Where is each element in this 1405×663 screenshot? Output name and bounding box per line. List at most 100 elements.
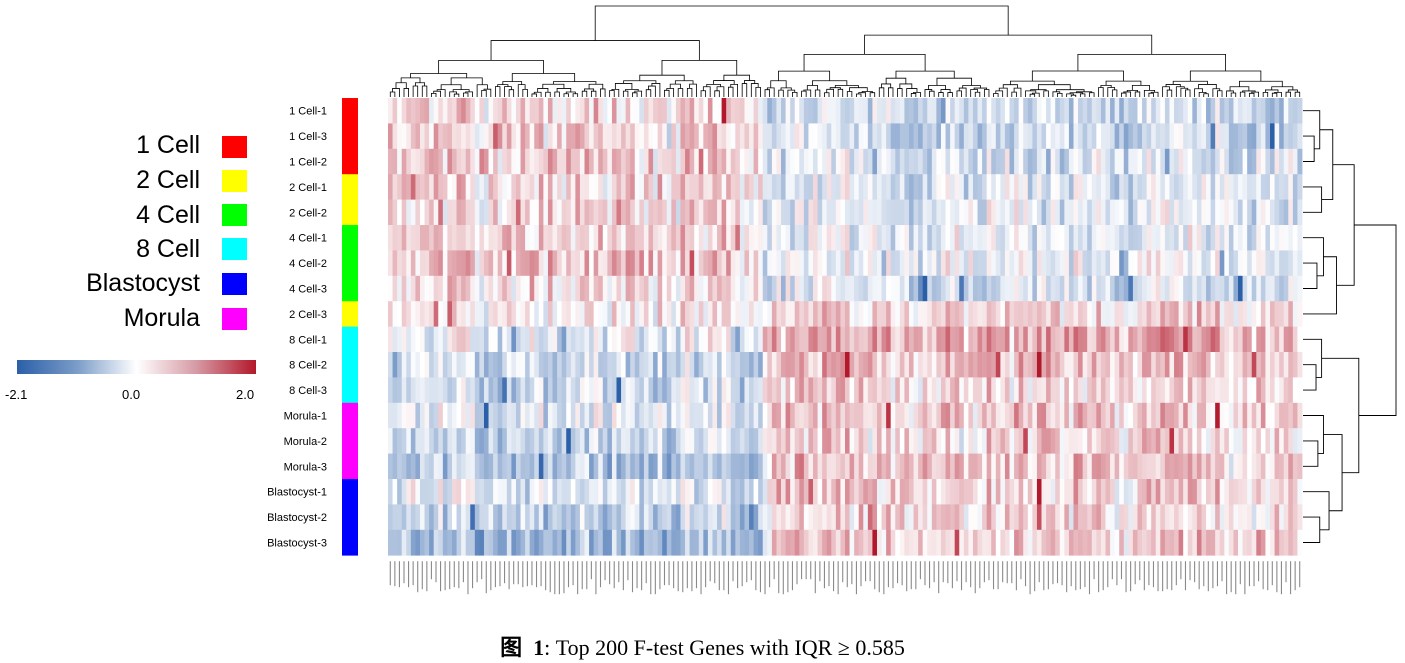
heatmap-cell bbox=[442, 225, 448, 251]
heatmap-cell bbox=[1009, 453, 1015, 480]
heatmap-cell bbox=[876, 174, 882, 200]
heatmap-cell bbox=[876, 199, 882, 226]
heatmap-cell bbox=[913, 98, 919, 124]
heatmap-cell bbox=[579, 377, 585, 404]
heatmap-cell bbox=[648, 504, 654, 531]
row-group-color bbox=[342, 529, 358, 556]
heatmap-cell bbox=[461, 428, 467, 454]
heatmap-cell bbox=[863, 275, 869, 302]
heatmap-cell bbox=[579, 352, 585, 378]
heatmap-cell bbox=[653, 98, 659, 124]
heatmap-cell bbox=[1014, 199, 1020, 226]
heatmap-cell bbox=[1128, 453, 1134, 480]
heatmap-cell bbox=[1009, 275, 1015, 302]
heatmap-cell bbox=[913, 479, 919, 505]
heatmap-cell bbox=[858, 174, 864, 200]
heatmap-cell bbox=[1000, 123, 1006, 150]
heatmap-cell bbox=[406, 529, 412, 556]
heatmap-cell bbox=[1073, 225, 1079, 251]
heatmap-cell bbox=[1279, 479, 1285, 505]
heatmap-cell bbox=[1142, 428, 1148, 454]
heatmap-cell bbox=[1082, 402, 1088, 429]
heatmap-cell bbox=[712, 250, 718, 277]
heatmap-cell bbox=[1283, 479, 1289, 505]
heatmap-cell bbox=[1142, 402, 1148, 429]
heatmap-cell bbox=[429, 301, 435, 327]
heatmap-cell bbox=[547, 377, 553, 404]
heatmap-cell bbox=[483, 225, 489, 251]
heatmap-cell bbox=[593, 402, 599, 429]
heatmap-cell bbox=[520, 174, 526, 200]
heatmap-cell bbox=[479, 148, 485, 175]
heatmap-cell bbox=[1187, 174, 1193, 200]
heatmap-cell bbox=[575, 529, 581, 556]
heatmap-cell bbox=[456, 529, 462, 556]
heatmap-cell bbox=[1160, 326, 1166, 353]
heatmap-cell bbox=[1032, 326, 1038, 353]
legend-label-blastocyst: Blastocyst bbox=[86, 269, 200, 297]
heatmap-cell bbox=[410, 275, 416, 302]
heatmap-cell bbox=[785, 352, 791, 378]
heatmap-cell bbox=[1014, 377, 1020, 404]
heatmap-cell bbox=[867, 479, 873, 505]
heatmap-cell bbox=[1036, 352, 1042, 378]
heatmap-cell bbox=[867, 326, 873, 353]
heatmap-cell bbox=[799, 123, 805, 150]
heatmap-cell bbox=[543, 250, 549, 277]
heatmap-cell bbox=[1009, 148, 1015, 175]
heatmap-cell bbox=[694, 275, 700, 302]
heatmap-cell bbox=[1073, 504, 1079, 531]
heatmap-cell bbox=[840, 326, 846, 353]
heatmap-cell bbox=[447, 250, 453, 277]
heatmap-cell bbox=[803, 504, 809, 531]
heatmap-cell bbox=[758, 225, 764, 251]
heatmap-cell bbox=[547, 174, 553, 200]
heatmap-cell bbox=[442, 402, 448, 429]
heatmap-cell bbox=[602, 199, 608, 226]
heatmap-cell bbox=[1279, 199, 1285, 226]
column-dendrogram-branch bbox=[995, 90, 1004, 97]
heatmap-cell bbox=[918, 148, 924, 175]
heatmap-cell bbox=[840, 250, 846, 277]
heatmap-cell bbox=[863, 199, 869, 226]
heatmap-cell bbox=[790, 402, 796, 429]
heatmap-cell bbox=[1119, 504, 1125, 531]
heatmap-cell bbox=[1050, 352, 1056, 378]
heatmap-cell bbox=[433, 123, 439, 150]
heatmap-cell bbox=[1274, 529, 1280, 556]
heatmap-cell bbox=[607, 123, 613, 150]
heatmap-cell bbox=[525, 352, 531, 378]
heatmap-cell bbox=[1174, 529, 1180, 556]
heatmap-cell bbox=[470, 504, 476, 531]
heatmap-cell bbox=[488, 301, 494, 327]
heatmap-cell bbox=[799, 174, 805, 200]
heatmap-cell bbox=[758, 275, 764, 302]
heatmap-cell bbox=[1274, 199, 1280, 226]
heatmap-cell bbox=[1137, 402, 1143, 429]
heatmap-cell bbox=[753, 301, 759, 327]
heatmap-cell bbox=[575, 402, 581, 429]
heatmap-cell bbox=[922, 225, 928, 251]
heatmap-cell bbox=[1201, 199, 1207, 226]
heatmap-cell bbox=[1215, 225, 1221, 251]
heatmap-cell bbox=[575, 275, 581, 302]
heatmap-cell bbox=[424, 199, 430, 226]
heatmap-cell bbox=[589, 402, 595, 429]
heatmap-cell bbox=[872, 275, 878, 302]
heatmap-cell bbox=[913, 225, 919, 251]
column-dendrogram-branch bbox=[588, 83, 604, 89]
heatmap-cell bbox=[936, 225, 942, 251]
heatmap-cell bbox=[561, 275, 567, 302]
heatmap-cell bbox=[1292, 428, 1298, 454]
heatmap-cell bbox=[388, 98, 393, 124]
heatmap-cell bbox=[1233, 529, 1239, 556]
heatmap-cell bbox=[575, 199, 581, 226]
column-dendrogram-branch bbox=[533, 91, 542, 97]
heatmap-cell bbox=[552, 98, 558, 124]
heatmap-cell bbox=[483, 174, 489, 200]
heatmap-cell bbox=[758, 377, 764, 404]
heatmap-cell bbox=[922, 326, 928, 353]
heatmap-cell bbox=[506, 225, 512, 251]
heatmap-cell bbox=[433, 453, 439, 480]
heatmap-cell bbox=[1233, 98, 1239, 124]
